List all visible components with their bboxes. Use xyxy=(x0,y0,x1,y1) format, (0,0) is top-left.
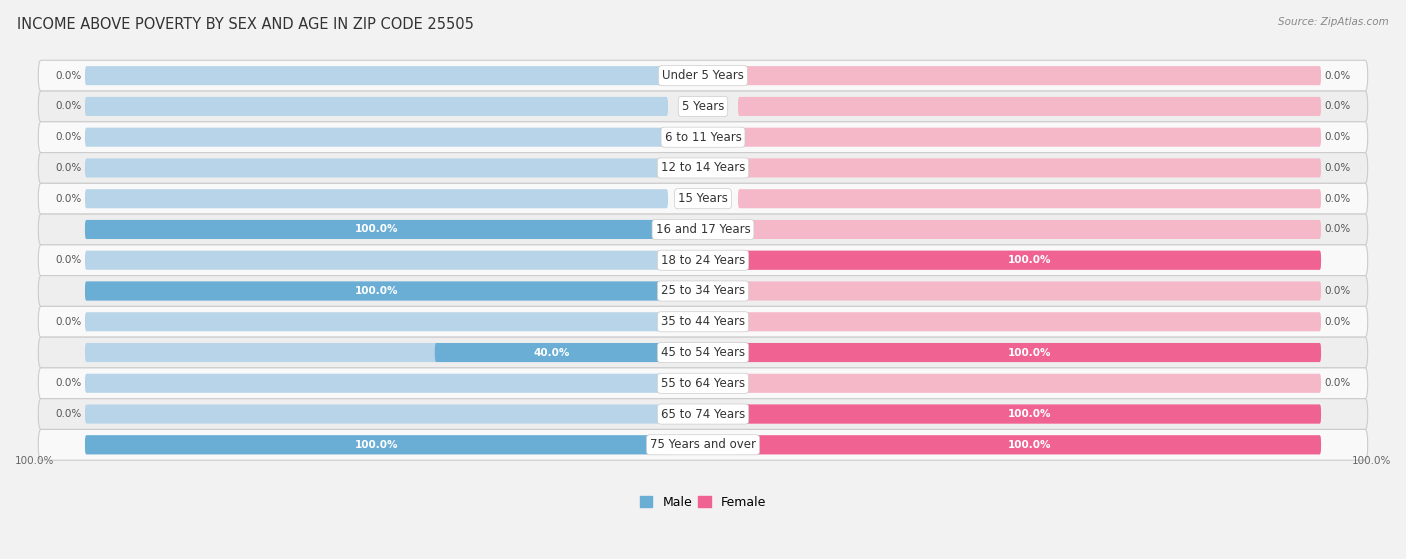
FancyBboxPatch shape xyxy=(84,374,668,393)
Text: 0.0%: 0.0% xyxy=(1324,163,1350,173)
FancyBboxPatch shape xyxy=(738,435,1322,454)
Text: 100.0%: 100.0% xyxy=(1008,440,1052,450)
FancyBboxPatch shape xyxy=(38,337,1368,368)
Text: 0.0%: 0.0% xyxy=(56,317,82,327)
Text: Source: ZipAtlas.com: Source: ZipAtlas.com xyxy=(1278,17,1389,27)
Text: 0.0%: 0.0% xyxy=(1324,286,1350,296)
FancyBboxPatch shape xyxy=(84,435,668,454)
Text: 75 Years and over: 75 Years and over xyxy=(650,438,756,451)
FancyBboxPatch shape xyxy=(38,153,1368,183)
Text: 25 to 34 Years: 25 to 34 Years xyxy=(661,285,745,297)
FancyBboxPatch shape xyxy=(738,250,1322,270)
FancyBboxPatch shape xyxy=(38,122,1368,153)
Text: 100.0%: 100.0% xyxy=(354,225,398,234)
FancyBboxPatch shape xyxy=(738,66,1322,85)
FancyBboxPatch shape xyxy=(84,312,668,331)
FancyBboxPatch shape xyxy=(84,220,668,239)
FancyBboxPatch shape xyxy=(84,158,668,178)
Text: 0.0%: 0.0% xyxy=(56,163,82,173)
Text: 100.0%: 100.0% xyxy=(354,440,398,450)
FancyBboxPatch shape xyxy=(84,189,668,209)
Text: 6 to 11 Years: 6 to 11 Years xyxy=(665,131,741,144)
Text: 5 Years: 5 Years xyxy=(682,100,724,113)
Text: 45 to 54 Years: 45 to 54 Years xyxy=(661,346,745,359)
FancyBboxPatch shape xyxy=(738,127,1322,146)
FancyBboxPatch shape xyxy=(38,245,1368,276)
FancyBboxPatch shape xyxy=(84,97,668,116)
FancyBboxPatch shape xyxy=(738,435,1322,454)
Text: 100.0%: 100.0% xyxy=(1008,409,1052,419)
Text: 0.0%: 0.0% xyxy=(1324,101,1350,111)
FancyBboxPatch shape xyxy=(84,127,668,146)
FancyBboxPatch shape xyxy=(38,306,1368,337)
FancyBboxPatch shape xyxy=(84,282,668,301)
Text: 65 to 74 Years: 65 to 74 Years xyxy=(661,408,745,420)
Legend: Male, Female: Male, Female xyxy=(636,491,770,514)
FancyBboxPatch shape xyxy=(738,97,1322,116)
FancyBboxPatch shape xyxy=(738,250,1322,270)
FancyBboxPatch shape xyxy=(38,276,1368,306)
FancyBboxPatch shape xyxy=(38,91,1368,122)
FancyBboxPatch shape xyxy=(434,343,668,362)
FancyBboxPatch shape xyxy=(84,250,668,270)
Text: 0.0%: 0.0% xyxy=(1324,194,1350,203)
Text: 12 to 14 Years: 12 to 14 Years xyxy=(661,162,745,174)
FancyBboxPatch shape xyxy=(38,429,1368,460)
FancyBboxPatch shape xyxy=(738,405,1322,424)
FancyBboxPatch shape xyxy=(84,405,668,424)
Text: 0.0%: 0.0% xyxy=(56,70,82,80)
FancyBboxPatch shape xyxy=(38,183,1368,214)
FancyBboxPatch shape xyxy=(84,343,668,362)
FancyBboxPatch shape xyxy=(738,158,1322,178)
Text: 100.0%: 100.0% xyxy=(15,456,55,466)
FancyBboxPatch shape xyxy=(738,405,1322,424)
Text: 0.0%: 0.0% xyxy=(1324,132,1350,142)
Text: 40.0%: 40.0% xyxy=(533,348,569,358)
FancyBboxPatch shape xyxy=(738,189,1322,209)
Text: 15 Years: 15 Years xyxy=(678,192,728,205)
Text: 16 and 17 Years: 16 and 17 Years xyxy=(655,223,751,236)
Text: 100.0%: 100.0% xyxy=(1008,255,1052,265)
FancyBboxPatch shape xyxy=(738,312,1322,331)
FancyBboxPatch shape xyxy=(738,343,1322,362)
FancyBboxPatch shape xyxy=(84,282,668,301)
Text: 0.0%: 0.0% xyxy=(56,194,82,203)
Text: 0.0%: 0.0% xyxy=(56,409,82,419)
Text: 0.0%: 0.0% xyxy=(1324,70,1350,80)
Text: 0.0%: 0.0% xyxy=(56,378,82,389)
Text: 0.0%: 0.0% xyxy=(56,255,82,265)
FancyBboxPatch shape xyxy=(738,282,1322,301)
Text: 100.0%: 100.0% xyxy=(1351,456,1391,466)
Text: 100.0%: 100.0% xyxy=(1008,348,1052,358)
Text: INCOME ABOVE POVERTY BY SEX AND AGE IN ZIP CODE 25505: INCOME ABOVE POVERTY BY SEX AND AGE IN Z… xyxy=(17,17,474,32)
FancyBboxPatch shape xyxy=(38,60,1368,91)
Text: 0.0%: 0.0% xyxy=(1324,378,1350,389)
FancyBboxPatch shape xyxy=(38,214,1368,245)
Text: 0.0%: 0.0% xyxy=(1324,225,1350,234)
Text: 100.0%: 100.0% xyxy=(354,286,398,296)
FancyBboxPatch shape xyxy=(84,66,668,85)
FancyBboxPatch shape xyxy=(84,220,668,239)
Text: Under 5 Years: Under 5 Years xyxy=(662,69,744,82)
Text: 0.0%: 0.0% xyxy=(56,132,82,142)
Text: 18 to 24 Years: 18 to 24 Years xyxy=(661,254,745,267)
FancyBboxPatch shape xyxy=(738,374,1322,393)
FancyBboxPatch shape xyxy=(38,368,1368,399)
Text: 0.0%: 0.0% xyxy=(1324,317,1350,327)
Text: 35 to 44 Years: 35 to 44 Years xyxy=(661,315,745,328)
FancyBboxPatch shape xyxy=(738,343,1322,362)
Text: 55 to 64 Years: 55 to 64 Years xyxy=(661,377,745,390)
Text: 0.0%: 0.0% xyxy=(56,101,82,111)
FancyBboxPatch shape xyxy=(38,399,1368,429)
FancyBboxPatch shape xyxy=(84,435,668,454)
FancyBboxPatch shape xyxy=(738,220,1322,239)
